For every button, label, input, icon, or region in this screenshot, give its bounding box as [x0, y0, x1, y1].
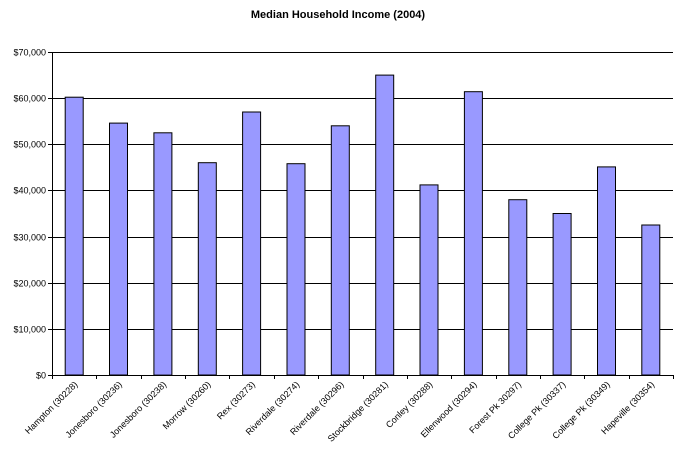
bar: [641, 224, 661, 376]
gridlines: [52, 52, 673, 330]
y-tick-label: $0: [36, 371, 46, 381]
bar: [64, 96, 84, 376]
bar: [463, 91, 483, 376]
bar: [286, 163, 306, 376]
y-tick-label: $60,000: [13, 94, 46, 104]
x-tick-label: Rex (30273): [215, 379, 257, 421]
chart-title: Median Household Income (2004): [250, 9, 426, 21]
bar: [242, 111, 262, 376]
y-tick-label: $70,000: [13, 48, 46, 58]
bar: [375, 74, 395, 376]
bar: [153, 132, 173, 376]
x-tick-label: Conley (30288): [384, 379, 435, 430]
y-tick-label: $10,000: [13, 325, 46, 335]
bar: [330, 125, 350, 376]
y-tick-label: $50,000: [13, 140, 46, 150]
y-tick-label: $30,000: [13, 233, 46, 243]
bar: [597, 166, 616, 376]
y-tick-label: $20,000: [13, 279, 46, 289]
bar: [109, 122, 128, 376]
bar: [508, 199, 528, 376]
bar: [419, 184, 439, 376]
x-tick-label: Morrow (30260): [161, 379, 213, 431]
bars: [64, 74, 661, 376]
y-tick-label: $40,000: [13, 186, 46, 196]
bar: [197, 162, 217, 376]
bar: [552, 213, 572, 376]
